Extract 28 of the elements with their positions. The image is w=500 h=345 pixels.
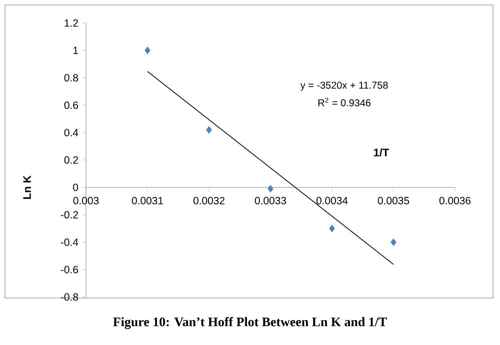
y-tick-label: -0.2 — [60, 211, 78, 219]
y-tick-label: 0.4 — [64, 128, 78, 136]
y-tick-label: 0.2 — [64, 156, 78, 164]
y-axis-title: Ln K — [23, 175, 31, 199]
x-tick-label: 0.0034 — [316, 196, 348, 204]
point — [268, 184, 274, 193]
point — [144, 46, 150, 54]
y-tick-label: -0.4 — [60, 238, 78, 246]
point — [329, 224, 335, 232]
annotation: y = -3520x + 11.758 — [300, 82, 388, 91]
x-tick-label: 0.0033 — [254, 196, 286, 204]
point — [206, 126, 212, 134]
y-tick-label: 0 — [73, 184, 78, 192]
y-tick-label: 0.6 — [64, 102, 78, 109]
x-tick-label: 0.0031 — [132, 196, 163, 204]
x-tick-label: 0.0032 — [193, 196, 224, 204]
x-axis-title: 1/T — [374, 148, 389, 156]
caption: Figure 10: Van’t Hoff Plot Between Ln K and 1/T — [113, 317, 387, 329]
y-tick-label: 0.8 — [64, 74, 78, 82]
y-tick-label: -0.6 — [60, 266, 78, 274]
x-tick-label: 0.0036 — [439, 196, 471, 204]
y-tick-label: 1.2 — [64, 19, 78, 27]
y-tick-label: 1 — [73, 46, 78, 54]
point — [390, 238, 396, 246]
x-tick-label: 0.0035 — [378, 196, 410, 204]
y-tick-label: -0.8 — [60, 293, 78, 301]
x-tick-label: 0.003 — [73, 196, 99, 204]
annotation: R$^{2}$ = 0.9346 — [318, 98, 371, 106]
